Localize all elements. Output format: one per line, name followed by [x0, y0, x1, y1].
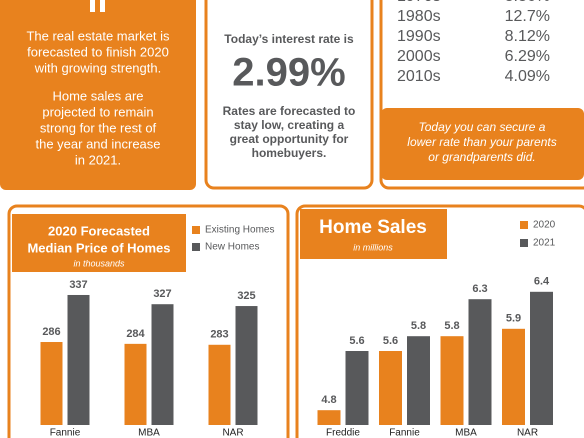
- chart-title: Home Sales: [319, 217, 427, 238]
- category-label: NAR: [517, 428, 538, 438]
- value-label: 286: [42, 326, 60, 338]
- bar: [151, 304, 174, 425]
- bar: [40, 342, 63, 425]
- history-note: Today you can secure a: [419, 120, 546, 134]
- bar: [530, 291, 553, 425]
- category-label: MBA: [455, 428, 477, 438]
- bar: [208, 344, 231, 425]
- bar: [468, 299, 492, 425]
- bar: [379, 351, 402, 425]
- intro-panel: [0, 0, 196, 190]
- decade: 2010s: [397, 68, 441, 85]
- rate-note: homebuyers.: [252, 146, 327, 160]
- legend-label: New Homes: [205, 242, 259, 253]
- legend-swatch: [192, 243, 200, 251]
- value-label: 337: [69, 279, 87, 291]
- history-note: or grandparents did.: [428, 150, 535, 164]
- intro-text: with growing strength.: [34, 60, 161, 75]
- intro-text: Home sales are: [52, 88, 143, 103]
- intro-text: The real estate market is: [26, 28, 170, 43]
- rate-value: 2.99%: [232, 51, 345, 95]
- bar: [235, 306, 258, 425]
- legend-label: Existing Homes: [205, 225, 274, 236]
- legend-swatch: [520, 239, 528, 247]
- chart-title-box: [12, 214, 186, 272]
- value-label: 283: [210, 329, 228, 341]
- legend-label: 2021: [533, 238, 556, 249]
- history-note: lower rate than your parents: [407, 135, 556, 149]
- legend-swatch: [520, 221, 528, 229]
- category-label: NAR: [222, 428, 243, 438]
- bar: [124, 343, 147, 425]
- decade: 1980s: [397, 8, 441, 25]
- value-label: 5.6: [349, 335, 364, 347]
- category-label: Fannie: [50, 428, 81, 438]
- value-label: 4.8: [321, 394, 336, 406]
- value-label: 6.4: [534, 276, 550, 288]
- rate-note: great opportunity for: [230, 132, 349, 146]
- value-label: 284: [126, 328, 145, 340]
- decade: 2000s: [397, 48, 441, 65]
- chart-title: 2020 Forecasted: [48, 223, 150, 238]
- category-label: Freddie: [326, 428, 360, 438]
- intro-text: strong for the rest of: [40, 120, 157, 135]
- rate: 6.29%: [505, 48, 550, 65]
- rate-panel: [204, 0, 374, 190]
- value-label: 6.3: [472, 283, 487, 295]
- value-label: 325: [237, 290, 255, 302]
- history-note-box: [381, 108, 584, 180]
- intro-text: in 2021.: [75, 152, 121, 167]
- rate: 8.86%: [505, 0, 550, 5]
- rate-note: stay low, creating a: [234, 118, 345, 132]
- value-label: 327: [153, 288, 171, 300]
- bar: [440, 336, 464, 425]
- chart-subtitle: in millions: [353, 242, 393, 252]
- intro-text: projected to remain: [42, 104, 153, 119]
- bar: [407, 336, 430, 425]
- rate-note: Rates are forecasted to: [223, 104, 356, 118]
- legend-label: 2020: [533, 220, 556, 231]
- value-label: 5.8: [444, 320, 459, 332]
- bar: [345, 351, 369, 425]
- rate: 8.12%: [505, 28, 550, 45]
- rate: 4.09%: [505, 68, 550, 85]
- intro-text: the year and increase: [35, 136, 160, 151]
- chart-title: Median Price of Homes: [27, 240, 170, 255]
- value-label: 5.8: [411, 320, 426, 332]
- bar: [502, 328, 525, 425]
- bar: [317, 410, 341, 425]
- rate-lead: Today’s interest rate is: [224, 32, 354, 46]
- rate: 12.7%: [505, 8, 550, 25]
- icon: [100, 0, 105, 12]
- chart-title-box: [300, 209, 447, 259]
- value-label: 5.9: [506, 313, 521, 325]
- legend-swatch: [192, 226, 200, 234]
- icon: [90, 0, 95, 12]
- decade: 1990s: [397, 28, 441, 45]
- value-label: 5.6: [383, 335, 398, 347]
- category-label: MBA: [138, 428, 160, 438]
- chart-subtitle: in thousands: [73, 258, 125, 268]
- category-label: Fannie: [389, 428, 420, 438]
- bar: [67, 294, 90, 425]
- decade: 1970s: [397, 0, 441, 5]
- intro-text: forecasted to finish 2020: [27, 44, 169, 59]
